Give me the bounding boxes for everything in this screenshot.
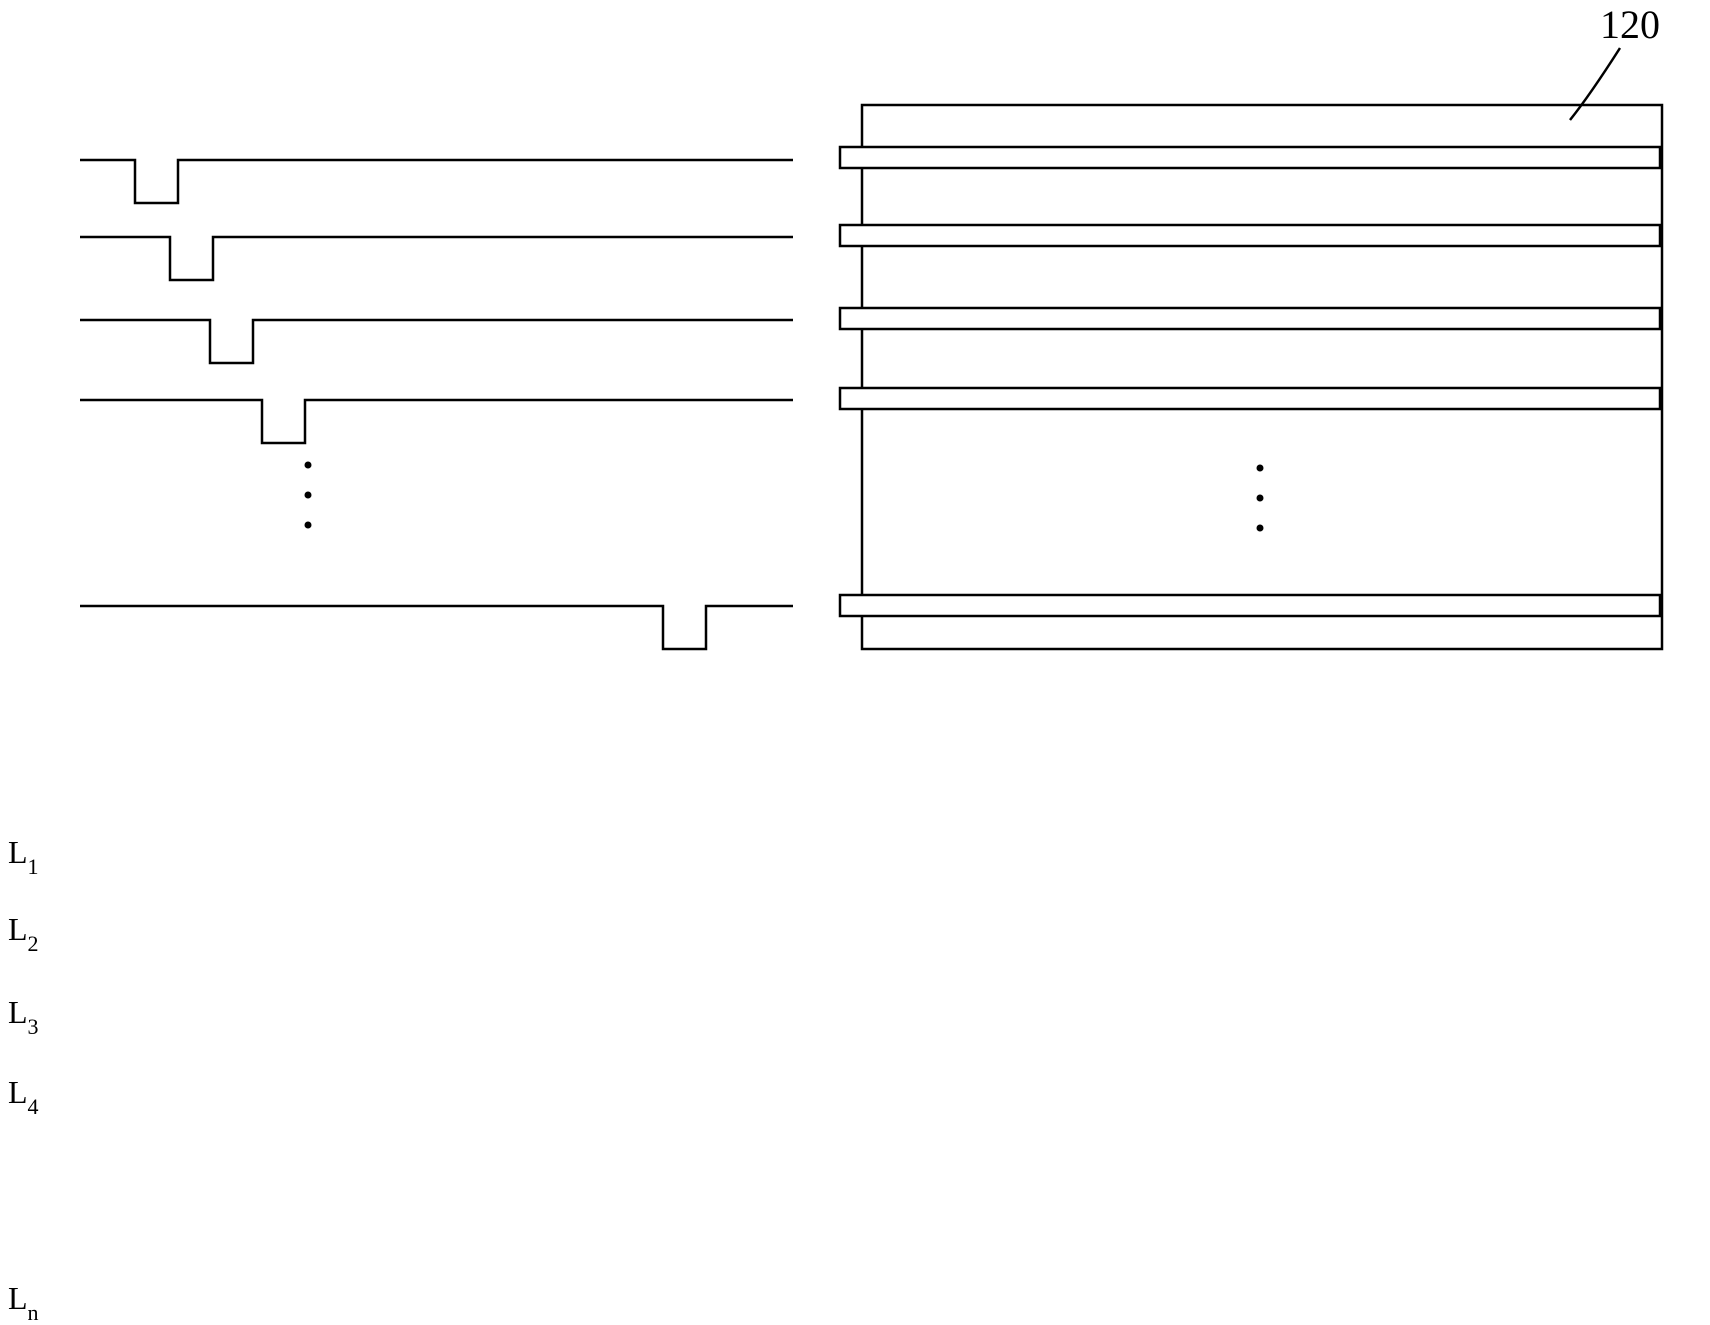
signal-letter: L <box>8 834 28 870</box>
signal-label-1: L1 <box>8 834 39 876</box>
timing-diagram: 120 L1L2L3L4Ln <box>0 0 1710 687</box>
signal-letter: L <box>8 994 28 1030</box>
signal-subscript: 4 <box>28 1094 39 1119</box>
signal-letter: L <box>8 911 28 947</box>
signal-subscript: 2 <box>28 931 39 956</box>
svg-text:120: 120 <box>1600 2 1660 47</box>
signal-letter: L <box>8 1280 28 1316</box>
diagram-svg: 120 <box>0 0 1710 687</box>
signal-label-2: L2 <box>8 911 39 953</box>
signal-subscript: 3 <box>28 1014 39 1039</box>
signal-label-n: Ln <box>8 1280 39 1322</box>
signal-label-4: L4 <box>8 1074 39 1116</box>
signal-label-3: L3 <box>8 994 39 1036</box>
signal-letter: L <box>8 1074 28 1110</box>
signal-subscript: 1 <box>28 854 39 879</box>
signal-subscript: n <box>28 1300 39 1325</box>
